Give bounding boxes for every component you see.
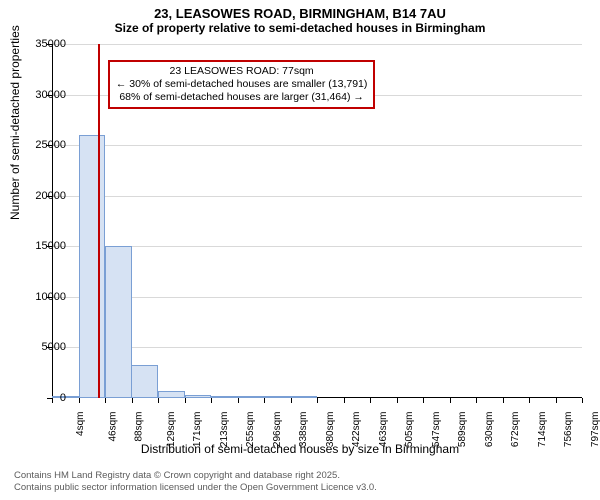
y-tick-label: 30000 [22,89,66,101]
x-tick-mark [105,398,106,403]
histogram-bar [264,396,291,398]
x-tick-label: 589sqm [457,412,468,448]
x-tick-label: 171sqm [192,412,203,448]
annotation-line3: 68% of semi-detached houses are larger (… [116,91,368,104]
histogram-bar [158,391,185,398]
x-tick-mark [556,398,557,403]
x-tick-label: 714sqm [537,412,548,448]
x-tick-mark [423,398,424,403]
x-tick-label: 296sqm [272,412,283,448]
gridline-h [52,145,582,146]
y-tick-label: 25000 [22,139,66,151]
x-tick-label: 672sqm [510,412,521,448]
footer-line1: Contains HM Land Registry data © Crown c… [14,470,377,482]
y-tick-mark [47,246,52,247]
x-tick-label: 4sqm [75,412,86,436]
x-tick-mark [397,398,398,403]
x-tick-label: 505sqm [404,412,415,448]
histogram-bar [291,396,318,398]
histogram-bar [211,396,238,398]
x-tick-mark [529,398,530,403]
y-tick-label: 10000 [22,291,66,303]
x-tick-mark [238,398,239,403]
y-tick-label: 5000 [22,341,66,353]
y-tick-mark [47,44,52,45]
y-axis-title: Number of semi-detached properties [8,25,22,220]
histogram-bar [131,365,158,398]
footer-line2: Contains public sector information licen… [14,482,377,494]
gridline-h [52,44,582,45]
x-tick-label: 463sqm [378,412,389,448]
x-tick-label: 129sqm [166,412,177,448]
property-marker-line [98,44,100,398]
annotation-line2: ← 30% of semi-detached houses are smalle… [116,78,368,91]
x-tick-mark [211,398,212,403]
x-tick-mark [317,398,318,403]
x-tick-mark [476,398,477,403]
x-tick-label: 338sqm [298,412,309,448]
y-tick-label: 0 [22,392,66,404]
x-tick-mark [79,398,80,403]
x-tick-label: 213sqm [219,412,230,448]
x-tick-label: 630sqm [484,412,495,448]
y-tick-mark [47,347,52,348]
x-tick-mark [158,398,159,403]
gridline-h [52,196,582,197]
histogram-bar [105,246,132,398]
plot-area: 23 LEASOWES ROAD: 77sqm← 30% of semi-det… [52,44,582,398]
chart-title-address: 23, LEASOWES ROAD, BIRMINGHAM, B14 7AU [0,0,600,21]
x-tick-mark [291,398,292,403]
x-tick-mark [264,398,265,403]
x-tick-label: 46sqm [107,412,118,442]
x-tick-mark [344,398,345,403]
x-tick-label: 797sqm [590,412,600,448]
histogram-bar [237,396,264,398]
histogram-bar [79,135,106,398]
x-tick-mark [52,398,53,403]
x-tick-label: 756sqm [563,412,574,448]
y-tick-mark [47,297,52,298]
x-tick-label: 547sqm [431,412,442,448]
x-tick-label: 255sqm [245,412,256,448]
x-tick-label: 380sqm [325,412,336,448]
y-tick-label: 35000 [22,38,66,50]
histogram-bar [185,395,212,398]
x-tick-mark [132,398,133,403]
x-tick-label: 88sqm [134,412,145,442]
x-tick-mark [185,398,186,403]
x-tick-mark [503,398,504,403]
x-tick-mark [450,398,451,403]
y-tick-mark [47,95,52,96]
x-tick-mark [582,398,583,403]
y-tick-mark [47,196,52,197]
x-tick-mark [370,398,371,403]
y-tick-label: 20000 [22,190,66,202]
x-tick-label: 422sqm [351,412,362,448]
annotation-box: 23 LEASOWES ROAD: 77sqm← 30% of semi-det… [108,60,376,109]
chart-title-desc: Size of property relative to semi-detach… [0,21,600,39]
y-tick-mark [47,145,52,146]
y-tick-label: 15000 [22,240,66,252]
annotation-line1: 23 LEASOWES ROAD: 77sqm [116,65,368,78]
footer-attribution: Contains HM Land Registry data © Crown c… [14,470,377,494]
